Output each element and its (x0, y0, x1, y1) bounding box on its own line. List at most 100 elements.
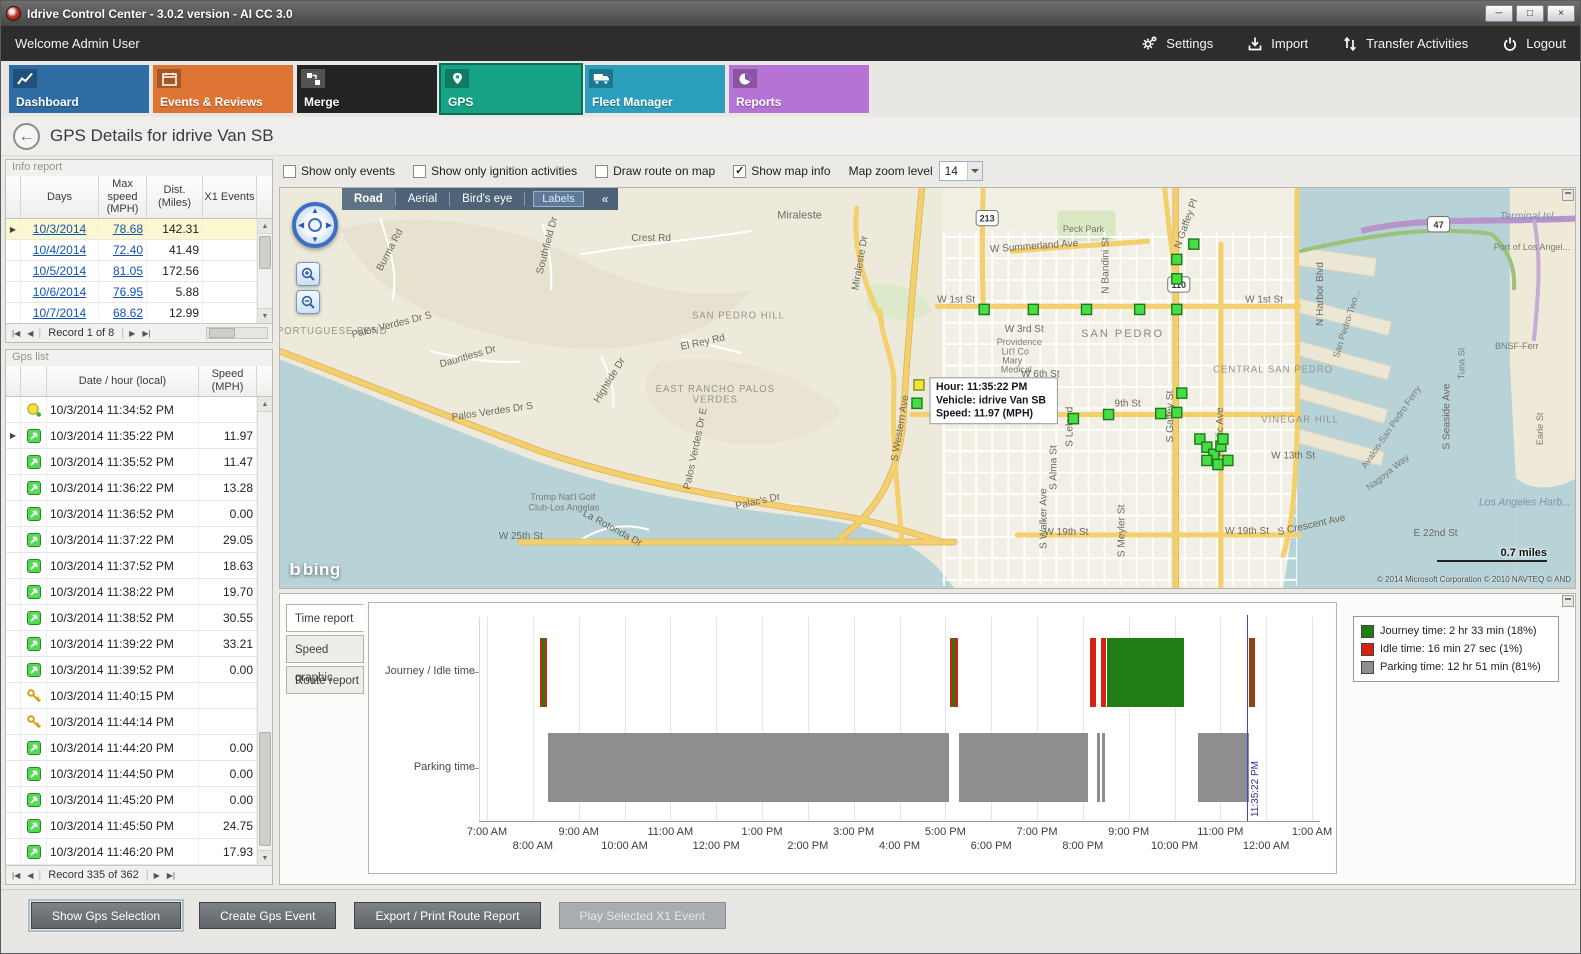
max-speed-link[interactable]: 78.68 (99, 219, 147, 239)
scroll-down-icon[interactable]: ▼ (258, 308, 272, 323)
pager-prev-button[interactable]: ◀ (25, 871, 35, 880)
table-row[interactable]: 10/3/2014 11:36:22 PM13.28 (6, 475, 272, 501)
maximize-button[interactable]: □ (1516, 5, 1544, 22)
checkbox-show-map-info[interactable]: ✓Show map info (733, 164, 830, 178)
day-link[interactable]: 10/3/2014 (21, 219, 99, 239)
minimize-button[interactable]: ─ (1485, 5, 1513, 22)
map-labels-toggle[interactable]: Labels (533, 191, 583, 207)
compass-center-icon[interactable] (308, 218, 322, 232)
table-row[interactable]: 10/3/2014 11:44:20 PM0.00 (6, 735, 272, 761)
gps-marker[interactable] (1081, 304, 1091, 314)
gps-marker[interactable] (1068, 414, 1078, 424)
checkbox-icon[interactable] (595, 165, 608, 178)
table-row[interactable]: 10/3/2014 11:39:22 PM33.21 (6, 631, 272, 657)
gps-column-header[interactable]: Date / hour (local) (47, 366, 199, 396)
tile-fleet-manager[interactable]: Fleet Manager (585, 65, 725, 113)
pager-last-button[interactable]: ▶| (165, 871, 177, 880)
footer-button-export-print-route-report[interactable]: Export / Print Route Report (354, 902, 540, 929)
map-tab-aerial[interactable]: Aerial (396, 188, 449, 210)
gps-marker[interactable] (1104, 409, 1114, 419)
map-tabs-collapse-icon[interactable]: « (592, 192, 619, 206)
gps-marker[interactable] (1135, 304, 1145, 314)
gps-marker[interactable] (1213, 459, 1223, 469)
table-row[interactable]: 10/3/2014 11:35:52 PM11.47 (6, 449, 272, 475)
map-zoom-out-button[interactable] (296, 290, 320, 314)
table-row[interactable]: 10/3/2014 11:39:52 PM0.00 (6, 657, 272, 683)
checkbox-icon[interactable]: ✓ (733, 165, 746, 178)
table-row[interactable]: 10/7/201468.6212.99 (6, 303, 272, 323)
pan-west-icon[interactable]: ◀ (298, 221, 304, 230)
checkbox-icon[interactable] (413, 165, 426, 178)
back-button[interactable]: ← (13, 123, 40, 150)
gps-marker[interactable] (1172, 254, 1182, 264)
footer-button-show-gps-selection[interactable]: Show Gps Selection (31, 902, 181, 929)
gps-column-header[interactable]: Speed (MPH) (199, 366, 257, 396)
info-report-scrollbar[interactable]: ▲ ▼ (257, 219, 272, 323)
map-compass-control[interactable]: ▲ ▼ ◀ ▶ (292, 202, 338, 248)
table-row[interactable]: 10/6/201476.955.88 (6, 282, 272, 303)
max-speed-link[interactable]: 72.40 (99, 240, 147, 260)
footer-button-create-gps-event[interactable]: Create Gps Event (199, 902, 336, 929)
tile-gps[interactable]: GPS (441, 65, 581, 113)
checkbox-show-only-events[interactable]: Show only events (283, 164, 395, 178)
table-row[interactable]: 10/3/2014 11:44:14 PM (6, 709, 272, 735)
menu-action-import[interactable]: Import (1247, 36, 1308, 52)
table-row[interactable]: 10/3/2014 11:37:52 PM18.63 (6, 553, 272, 579)
map-zoom-select[interactable]: 14 (939, 161, 983, 181)
gps-marker[interactable] (1223, 455, 1233, 465)
gps-marker[interactable] (1177, 388, 1187, 398)
table-row[interactable]: 10/3/2014 11:36:52 PM0.00 (6, 501, 272, 527)
gps-marker[interactable] (1172, 274, 1182, 284)
gps-marker[interactable] (1156, 408, 1166, 418)
pan-south-icon[interactable]: ▼ (311, 235, 319, 244)
chart-panel-collapse-button[interactable] (1562, 595, 1574, 607)
gps-marker[interactable] (1028, 304, 1038, 314)
map-tab-bird-s-eye[interactable]: Bird's eye (450, 188, 524, 210)
max-speed-link[interactable]: 76.95 (99, 282, 147, 302)
gps-marker[interactable] (1202, 455, 1212, 465)
pager-first-button[interactable]: |◀ (10, 329, 22, 338)
table-row[interactable]: 10/4/201472.4041.49 (6, 240, 272, 261)
bing-map[interactable]: MiralestePeck ParkW Summerland AveCrest … (280, 188, 1575, 588)
info-column-header[interactable]: Max speed (MPH) (99, 176, 147, 218)
menu-action-transfer-activities[interactable]: Transfer Activities (1342, 36, 1468, 52)
close-button[interactable]: × (1547, 5, 1575, 22)
gps-marker-selected[interactable] (914, 380, 924, 390)
gps-marker[interactable] (1172, 407, 1182, 417)
tile-dashboard[interactable]: Dashboard (9, 65, 149, 113)
max-speed-link[interactable]: 81.05 (99, 261, 147, 281)
tile-events-reviews[interactable]: Events & Reviews (153, 65, 293, 113)
tab-time-report[interactable]: Time report (286, 604, 364, 632)
tab-speed-graphic[interactable]: Speed graphic (286, 635, 364, 663)
max-speed-link[interactable]: 68.62 (99, 303, 147, 323)
table-row[interactable]: 10/3/2014 11:45:20 PM0.00 (6, 787, 272, 813)
pager-last-button[interactable]: ▶| (140, 329, 152, 338)
info-column-header[interactable]: Dist. (Miles) (147, 176, 203, 218)
day-link[interactable]: 10/5/2014 (21, 261, 99, 281)
pan-north-icon[interactable]: ▲ (311, 206, 319, 215)
map-zoom-in-button[interactable] (296, 262, 320, 286)
map-panel-collapse-button[interactable] (1562, 189, 1574, 201)
info-column-header[interactable]: Days (21, 176, 99, 218)
checkbox-icon[interactable] (283, 165, 296, 178)
info-column-header[interactable]: X1 Events (203, 176, 257, 218)
info-report-hscrollbar[interactable] (206, 327, 268, 339)
pager-first-button[interactable]: |◀ (10, 871, 22, 880)
checkbox-draw-route-on-map[interactable]: Draw route on map (595, 164, 715, 178)
table-row[interactable]: 10/3/2014 11:46:20 PM17.93 (6, 839, 272, 865)
map-tab-road[interactable]: Road (342, 188, 395, 210)
tab-route-report[interactable]: Route report (286, 666, 364, 694)
table-row[interactable]: ▶10/3/2014 11:35:22 PM11.97 (6, 423, 272, 449)
table-row[interactable]: 10/3/2014 11:38:52 PM30.55 (6, 605, 272, 631)
gps-marker[interactable] (1189, 239, 1199, 249)
day-link[interactable]: 10/7/2014 (21, 303, 99, 323)
table-row[interactable]: ▶10/3/201478.68142.31 (6, 219, 272, 240)
gps-marker[interactable] (1218, 434, 1228, 444)
gps-marker[interactable] (1172, 304, 1182, 314)
table-row[interactable]: 10/5/201481.05172.56 (6, 261, 272, 282)
table-row[interactable]: 10/3/2014 11:45:50 PM24.75 (6, 813, 272, 839)
dropdown-arrow-icon[interactable] (967, 162, 982, 180)
menu-action-logout[interactable]: Logout (1502, 36, 1566, 52)
gps-list-scrollbar[interactable]: ▲ ▼ (257, 397, 272, 865)
tile-merge[interactable]: Merge (297, 65, 437, 113)
